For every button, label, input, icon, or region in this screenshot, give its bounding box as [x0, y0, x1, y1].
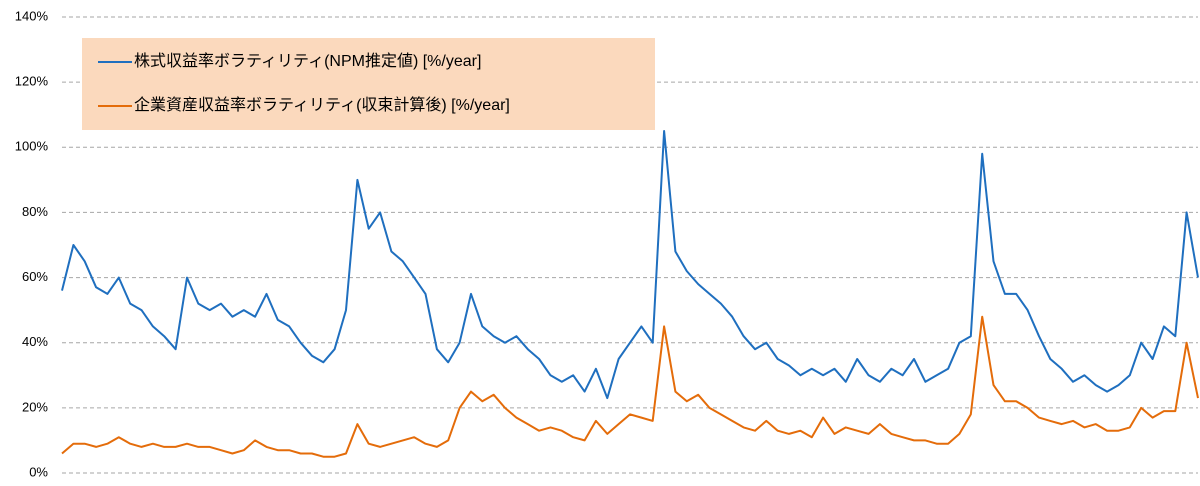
legend-box: [82, 38, 655, 130]
line-series: [61, 130, 1199, 400]
line-series: [61, 315, 1199, 458]
y-tick-label: 20%: [22, 399, 48, 414]
legend-label: 株式収益率ボラティリティ(NPM推定値) [%/year]: [134, 52, 481, 70]
y-tick-label: 120%: [15, 74, 49, 89]
y-tick-label: 100%: [15, 139, 49, 154]
y-tick-label: 40%: [22, 334, 48, 349]
y-tick-label: 80%: [22, 204, 48, 219]
y-tick-label: 0%: [29, 464, 48, 479]
legend-label: 企業資産収益率ボラティリティ(収束計算後) [%/year]: [134, 95, 510, 114]
y-tick-label: 60%: [22, 269, 48, 284]
y-tick-label: 140%: [15, 8, 49, 23]
